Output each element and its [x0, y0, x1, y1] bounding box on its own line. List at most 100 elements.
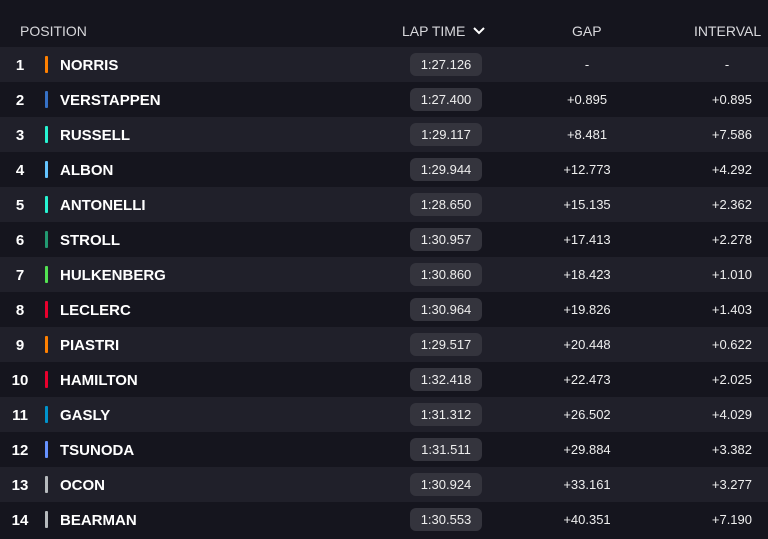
driver-row: 9 PIASTRI 1:29.517 +20.448 +0.622	[0, 327, 768, 362]
interval: +4.029	[711, 407, 752, 422]
gap: +33.161	[563, 477, 611, 492]
team-color-bar	[45, 336, 48, 353]
interval: +3.277	[711, 477, 752, 492]
header-gap: GAP	[572, 23, 602, 39]
team-color-bar	[45, 301, 48, 318]
driver-name: PIASTRI	[60, 337, 120, 354]
driver-row: 4 ALBON 1:29.944 +12.773 +4.292	[0, 152, 768, 187]
interval: +3.382	[711, 442, 752, 457]
header-lap-time-text: LAP TIME	[402, 23, 466, 39]
gap: +29.884	[563, 442, 611, 457]
interval: +2.025	[711, 372, 752, 387]
gap: +12.773	[563, 162, 611, 177]
gap: -	[584, 57, 590, 72]
lap-time: 1:31.511	[410, 438, 482, 461]
interval: +7.586	[711, 127, 752, 142]
position: 7	[15, 267, 25, 284]
table-header: POSITION LAP TIME GAP INTERVAL	[0, 12, 768, 47]
position: 14	[11, 512, 29, 529]
lap-time: 1:30.957	[410, 228, 482, 251]
driver-name: STROLL	[60, 232, 120, 249]
interval: +7.190	[711, 512, 752, 527]
lap-time: 1:29.517	[410, 333, 482, 356]
lap-time: 1:27.126	[410, 53, 482, 76]
position: 6	[15, 232, 25, 249]
position: 13	[11, 477, 29, 494]
interval: +1.403	[711, 302, 752, 317]
position: 8	[15, 302, 25, 319]
team-color-bar	[45, 511, 48, 528]
sort-chevron	[473, 27, 485, 35]
team-color-bar	[45, 126, 48, 143]
driver-row: 1 NORRIS 1:27.126 - -	[0, 47, 768, 82]
driver-name: ANTONELLI	[60, 197, 146, 214]
driver-row: 10 HAMILTON 1:32.418 +22.473 +2.025	[0, 362, 768, 397]
position: 9	[15, 337, 25, 354]
driver-row: 5 ANTONELLI 1:28.650 +15.135 +2.362	[0, 187, 768, 222]
lap-time: 1:28.650	[410, 193, 482, 216]
gap: +26.502	[563, 407, 611, 422]
team-color-bar	[45, 371, 48, 388]
lap-time: 1:30.860	[410, 263, 482, 286]
lap-time: 1:30.924	[410, 473, 482, 496]
position: 11	[12, 407, 28, 424]
interval: +2.362	[711, 197, 752, 212]
header-interval: INTERVAL	[694, 23, 762, 39]
team-color-bar	[45, 56, 48, 73]
interval: -	[724, 57, 730, 72]
team-color-bar	[45, 161, 48, 178]
driver-row: 14 BEARMAN 1:30.553 +40.351 +7.190	[0, 502, 768, 537]
interval: +2.278	[711, 232, 752, 247]
team-color-bar	[45, 441, 48, 458]
position: 2	[15, 92, 25, 109]
position: 12	[11, 442, 29, 459]
team-color-bar	[45, 266, 48, 283]
lap-time: 1:32.418	[410, 368, 482, 391]
position: 5	[15, 197, 25, 214]
position: 1	[15, 57, 25, 74]
lap-time: 1:30.553	[410, 508, 482, 531]
driver-name: TSUNODA	[60, 442, 135, 459]
position: 4	[15, 162, 25, 179]
lap-time: 1:31.312	[410, 403, 482, 426]
lap-time: 1:30.964	[410, 298, 482, 321]
driver-name: HAMILTON	[60, 372, 138, 389]
header-position: POSITION	[20, 23, 87, 39]
header-lap-time[interactable]: LAP TIME	[402, 23, 486, 39]
gap: +18.423	[563, 267, 611, 282]
driver-name: NORRIS	[60, 57, 119, 74]
driver-row: 7 HULKENBERG 1:30.860 +18.423 +1.010	[0, 257, 768, 292]
gap: +15.135	[563, 197, 611, 212]
driver-row: 11 GASLY 1:31.312 +26.502 +4.029	[0, 397, 768, 432]
driver-name: GASLY	[60, 407, 111, 424]
interval: +0.622	[711, 337, 752, 352]
lap-time: 1:29.117	[410, 123, 482, 146]
driver-name: VERSTAPPEN	[60, 92, 161, 109]
driver-row: 2 VERSTAPPEN 1:27.400 +0.895 +0.895	[0, 82, 768, 117]
lap-time: 1:27.400	[410, 88, 482, 111]
interval: +0.895	[711, 92, 752, 107]
gap: +40.351	[563, 512, 611, 527]
team-color-bar	[45, 476, 48, 493]
team-color-bar	[45, 91, 48, 108]
gap: +8.481	[566, 127, 608, 142]
team-color-bar	[45, 231, 48, 248]
driver-name: HULKENBERG	[60, 267, 166, 284]
position: 10	[11, 372, 29, 389]
driver-name: RUSSELL	[60, 127, 131, 144]
driver-name: ALBON	[60, 162, 114, 179]
gap: +19.826	[563, 302, 611, 317]
driver-row: 8 LECLERC 1:30.964 +19.826 +1.403	[0, 292, 768, 327]
gap: +22.473	[563, 372, 611, 387]
driver-row: 6 STROLL 1:30.957 +17.413 +2.278	[0, 222, 768, 257]
driver-name: OCON	[60, 477, 105, 494]
interval: +4.292	[711, 162, 752, 177]
interval: +1.010	[711, 267, 752, 282]
driver-row: 12 TSUNODA 1:31.511 +29.884 +3.382	[0, 432, 768, 467]
gap: +17.413	[563, 232, 611, 247]
lap-time: 1:29.944	[410, 158, 482, 181]
gap: +20.448	[563, 337, 611, 352]
driver-name: LECLERC	[60, 302, 131, 319]
driver-name: BEARMAN	[60, 512, 137, 529]
